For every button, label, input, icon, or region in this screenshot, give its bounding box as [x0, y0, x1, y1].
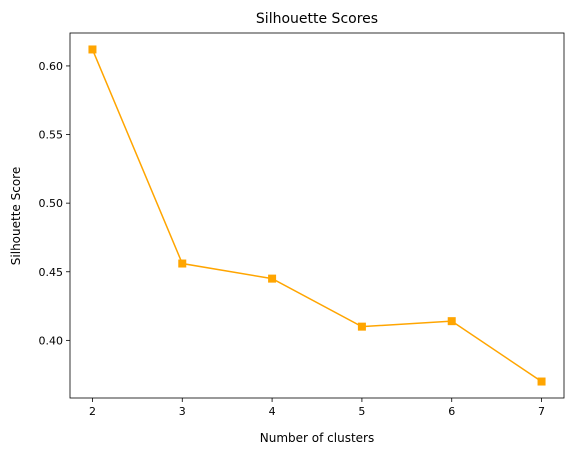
x-tick-label: 6 — [448, 405, 455, 418]
data-point — [447, 317, 456, 326]
y-axis-ticks: 0.40 0.45 0.50 0.55 0.60 — [39, 60, 70, 347]
plot-area — [69, 32, 565, 399]
x-tick-label: 5 — [358, 405, 365, 418]
data-point — [178, 259, 187, 268]
y-axis-label: Silhouette Score — [9, 167, 23, 265]
series-markers — [88, 45, 546, 386]
x-tick-label: 2 — [89, 405, 96, 418]
data-point — [357, 322, 366, 331]
y-tick-label: 0.40 — [39, 334, 64, 347]
data-point — [88, 45, 97, 54]
data-point — [537, 377, 546, 386]
x-axis-ticks: 2 3 4 5 6 7 — [89, 398, 545, 418]
series-line — [91, 49, 542, 383]
y-tick-label: 0.50 — [39, 197, 64, 210]
chart-title: Silhouette Scores — [256, 11, 378, 27]
x-tick-label: 3 — [179, 405, 186, 418]
y-tick-label: 0.45 — [39, 266, 64, 279]
x-tick-label: 4 — [269, 405, 276, 418]
y-tick-label: 0.55 — [39, 129, 64, 142]
x-tick-label: 7 — [538, 405, 545, 418]
x-axis-label: Number of clusters — [260, 431, 374, 445]
y-tick-label: 0.60 — [39, 60, 64, 73]
data-point — [268, 274, 277, 283]
